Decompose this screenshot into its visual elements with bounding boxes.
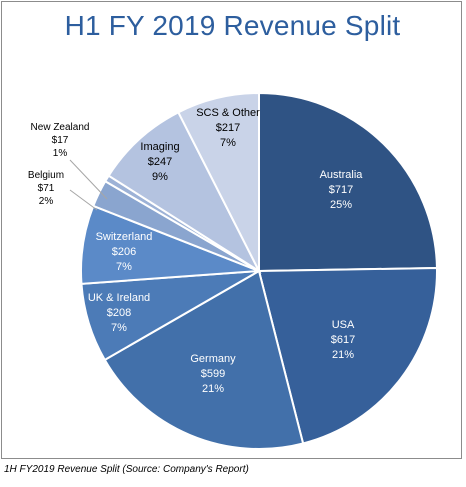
slice-label-germany: Germany $599 21% (190, 353, 236, 395)
slice-label-imaging: Imaging $247 9% (140, 141, 179, 183)
pie-slice-scs-other (176, 91, 260, 272)
pie-chart: Australia $717 25% USA $617 21% Germany $599 21%… (28, 91, 438, 450)
figure-caption: 1H FY2019 Revenue Split (Source: Company… (4, 464, 249, 475)
leader-line-belgium (69, 189, 98, 211)
pie-slice-germany (103, 269, 305, 450)
pie-slice-usa (257, 266, 438, 445)
slice-label-new-zealand: New Zealand $17 1% (31, 122, 90, 159)
slice-label-belgium: Belgium $71 2% (28, 170, 64, 207)
slice-label-usa: USA $617 21% (331, 319, 355, 361)
slice-label-uk-ireland: UK & Ireland $208 7% (88, 292, 150, 334)
pie-slice-australia (258, 91, 438, 273)
slice-label-scs-other: SCS & Other $217 7% (196, 107, 260, 149)
leader-line-new-zealand (69, 159, 108, 200)
pie-slice-imaging (107, 110, 262, 274)
slice-label-switzerland: Switzerland $206 7% (96, 231, 153, 273)
chart-title: H1 FY 2019 Revenue Split (64, 10, 401, 41)
slice-label-australia: Australia $717 25% (320, 169, 364, 211)
